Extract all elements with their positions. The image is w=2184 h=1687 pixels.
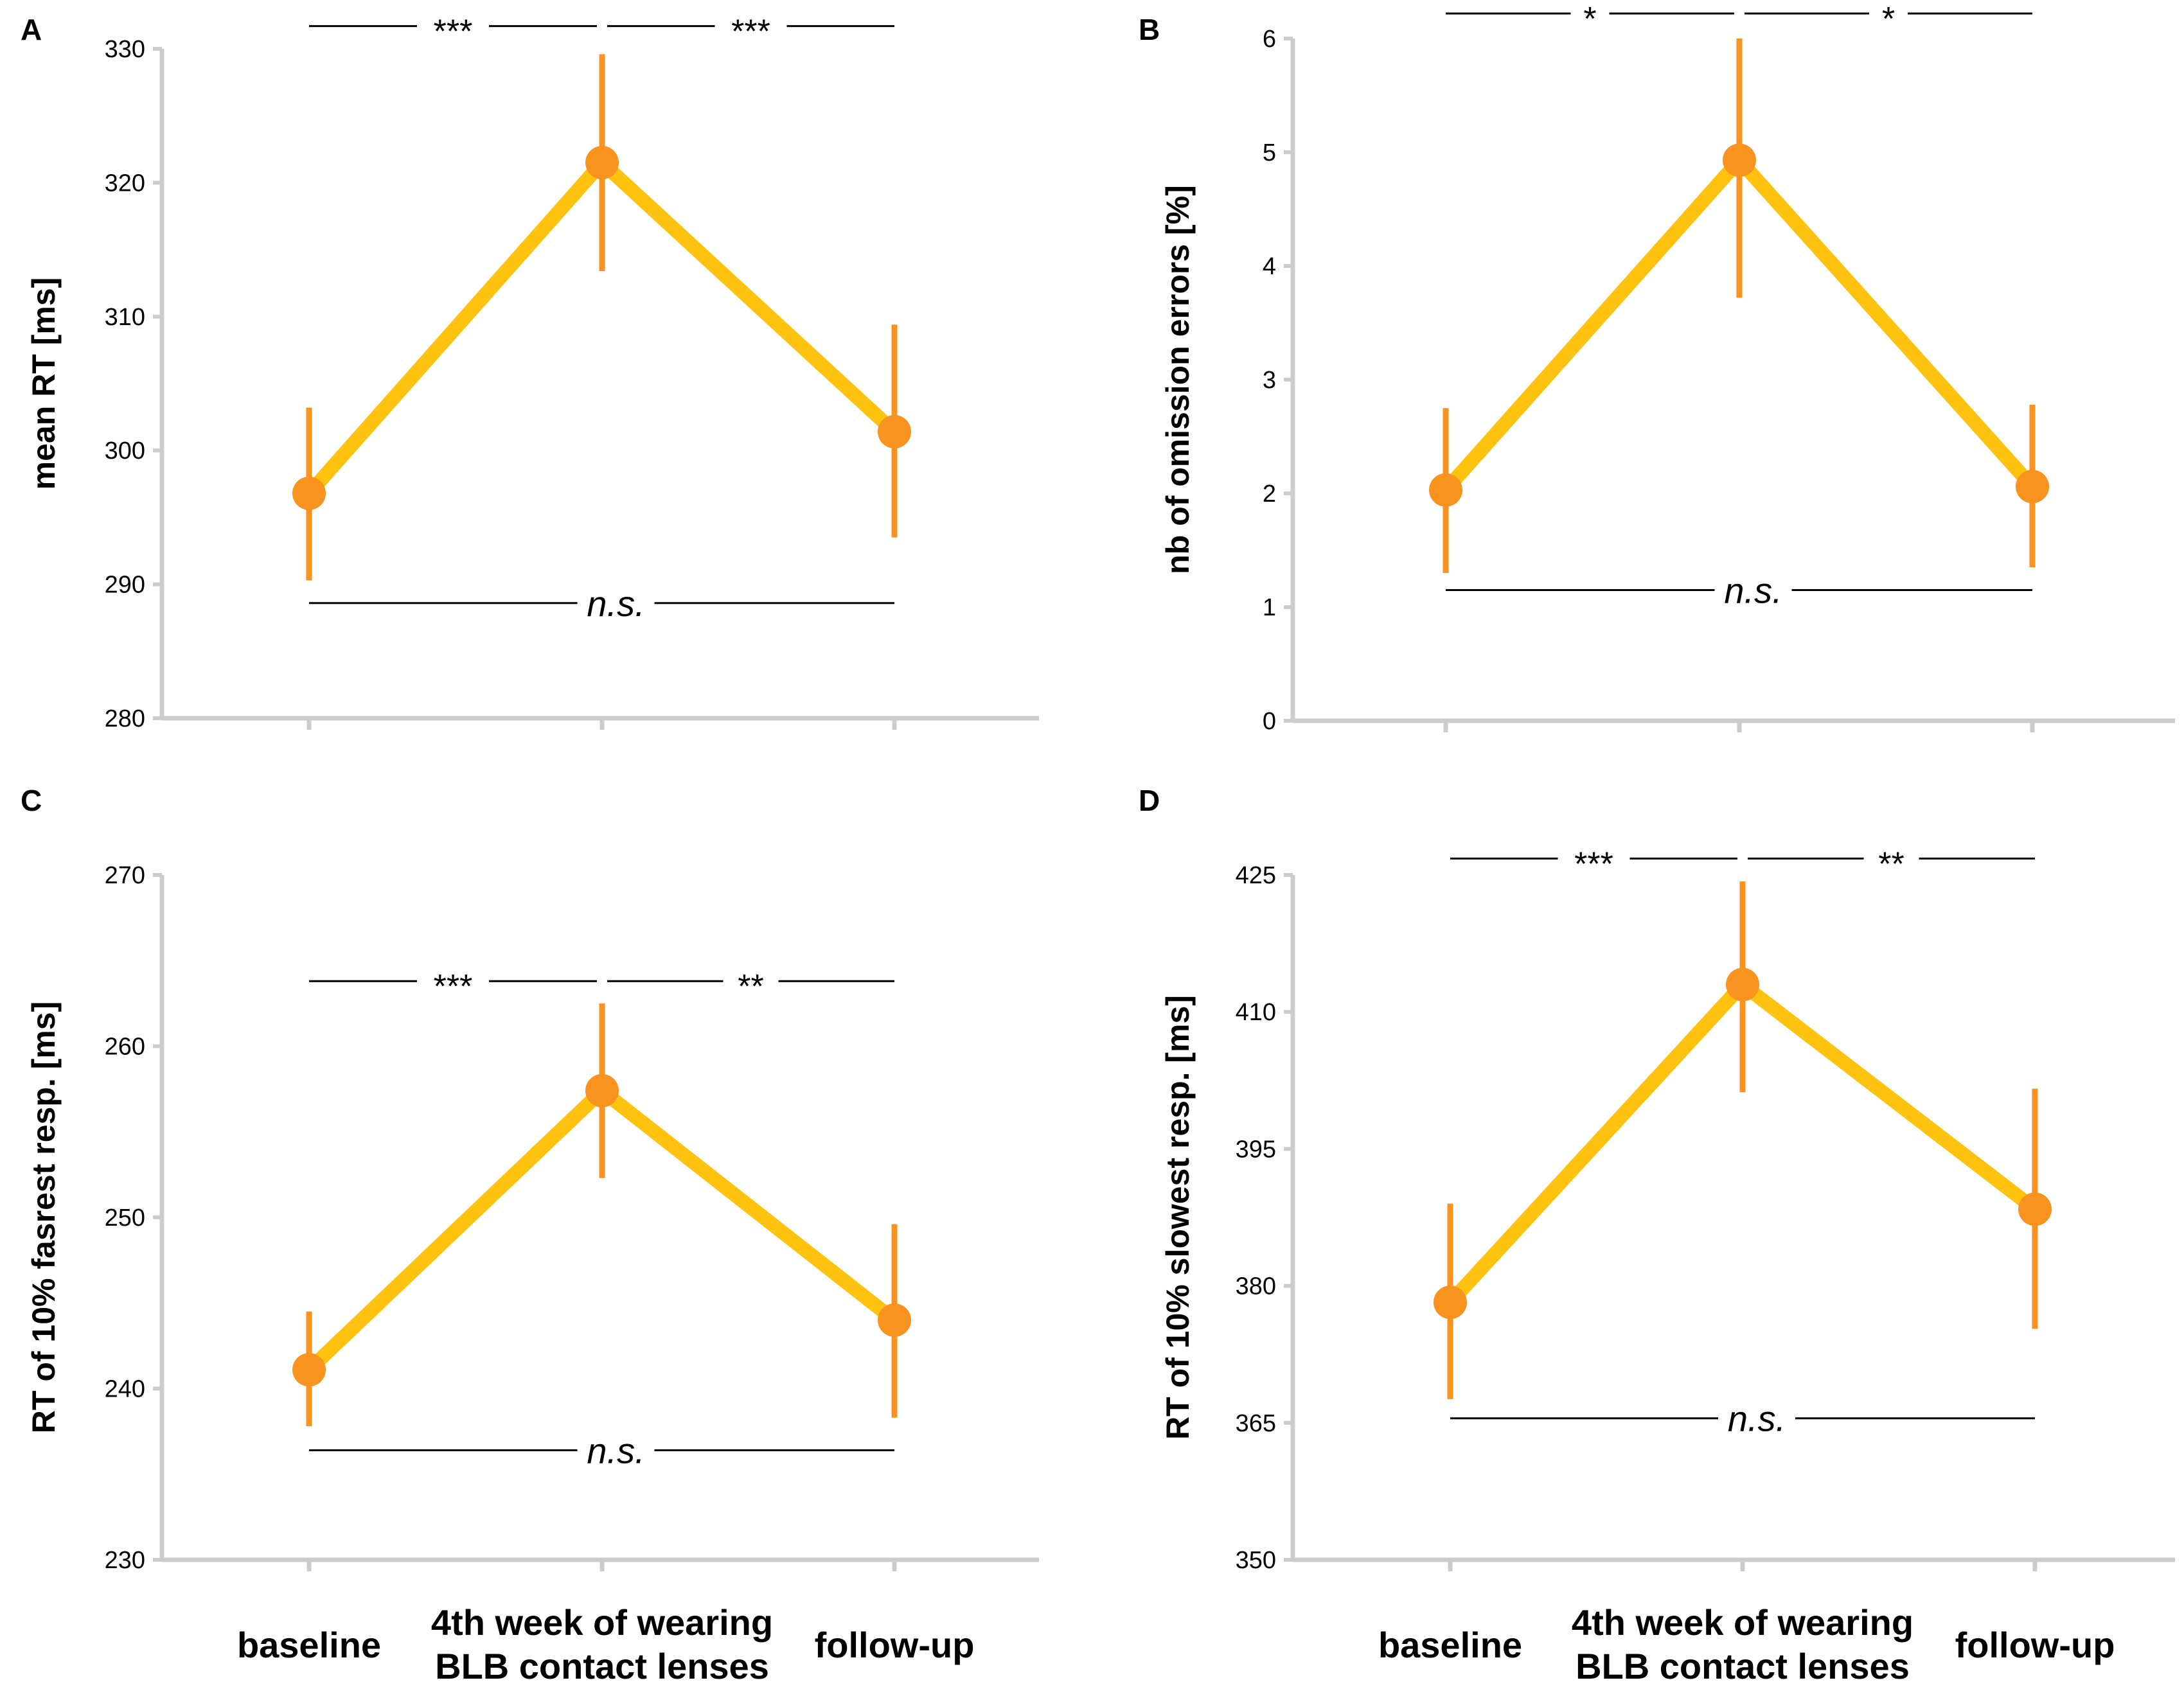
- y-tick-label-b: 4: [1263, 253, 1276, 280]
- panel-letter-d: D: [1139, 784, 1160, 817]
- y-tick-label-c: 240: [105, 1376, 145, 1403]
- panel-letter-a: A: [21, 13, 42, 46]
- ns-label-a: n.s.: [587, 583, 644, 624]
- data-point-c: [292, 1353, 326, 1387]
- panel-letter-c: C: [21, 784, 42, 817]
- panel-letter-b: B: [1139, 13, 1160, 46]
- y-tick-label-a: 330: [105, 36, 145, 63]
- x-category-label-right: BLB contact lenses: [1576, 1646, 1910, 1686]
- y-tick-label-d: 425: [1236, 862, 1276, 889]
- y-tick-label-c: 270: [105, 862, 145, 889]
- x-category-label-left: BLB contact lenses: [435, 1646, 769, 1686]
- y-tick-label-d: 380: [1236, 1273, 1276, 1300]
- data-point-c: [878, 1303, 911, 1337]
- data-point-d: [2018, 1192, 2052, 1226]
- y-tick-label-b: 6: [1263, 26, 1276, 53]
- y-tick-label-a: 300: [105, 437, 145, 464]
- y-tick-label-c: 230: [105, 1547, 145, 1574]
- sig-label-a: ***: [731, 13, 770, 51]
- y-tick-label-b: 0: [1263, 708, 1276, 735]
- y-tick-label-a: 280: [105, 705, 145, 732]
- data-point-b: [1723, 143, 1756, 177]
- y-tick-label-d: 365: [1236, 1410, 1276, 1437]
- ns-label-c: n.s.: [587, 1430, 644, 1471]
- ns-label-b: n.s.: [1724, 570, 1782, 610]
- data-point-a: [878, 415, 911, 449]
- ns-label-d: n.s.: [1728, 1399, 1786, 1439]
- y-axis-label-d: RT of 10% slowest resp. [ms]: [1160, 995, 1196, 1440]
- data-point-c: [585, 1073, 619, 1108]
- x-category-label-right: 4th week of wearing: [1572, 1602, 1913, 1643]
- data-point-d: [1726, 967, 1759, 1002]
- y-axis-label-b: nb of omission errors [%]: [1160, 185, 1196, 574]
- x-category-label-right: baseline: [1378, 1625, 1522, 1665]
- y-tick-label-a: 290: [105, 572, 145, 599]
- panel-b: B 0 1 2 3 4 5 6 nb of omission errors [%] * * n.s.: [1139, 1, 2175, 735]
- y-tick-label-d: 350: [1236, 1547, 1276, 1574]
- y-axis-label-a: mean RT [ms]: [26, 278, 62, 490]
- panel-d: D 350 365 380 395 410 425 RT of 10% slowest res…: [1139, 784, 2175, 1574]
- y-tick-label-d: 410: [1236, 999, 1276, 1026]
- y-tick-label-c: 260: [105, 1034, 145, 1061]
- panel-c: C 230 240 250 260 270 RT of 10% fasrest resp. …: [21, 784, 1039, 1574]
- y-tick-label-b: 1: [1263, 594, 1276, 621]
- y-tick-label-b: 3: [1263, 367, 1276, 394]
- x-category-label-left: follow-up: [815, 1625, 975, 1665]
- sig-label-d: ***: [1574, 845, 1613, 883]
- y-tick-label-b: 2: [1263, 481, 1276, 508]
- data-point-b: [2016, 470, 2049, 504]
- sig-label-c: ***: [434, 968, 473, 1005]
- x-category-label-right: follow-up: [1955, 1625, 2115, 1665]
- panel-a: A 280 290 300 310 320 330 mean RT [ms] *** *** n.s…: [21, 13, 1039, 732]
- x-category-label-left: baseline: [237, 1625, 381, 1665]
- sig-label-d: **: [1878, 845, 1904, 883]
- sig-label-b: *: [1882, 1, 1895, 38]
- y-tick-label-a: 310: [105, 304, 145, 331]
- x-category-label-left: 4th week of wearing: [431, 1602, 773, 1643]
- sig-label-a: ***: [434, 13, 473, 51]
- y-tick-label-b: 5: [1263, 139, 1276, 166]
- y-axis-label-c: RT of 10% fasrest resp. [ms]: [26, 1002, 62, 1433]
- data-point-a: [292, 476, 326, 510]
- sig-label-c: **: [738, 968, 763, 1005]
- y-tick-label-a: 320: [105, 170, 145, 197]
- y-tick-label-c: 250: [105, 1205, 145, 1232]
- data-point-b: [1429, 473, 1462, 507]
- sig-label-b: *: [1583, 1, 1596, 38]
- y-tick-label-d: 395: [1236, 1136, 1276, 1163]
- data-point-a: [585, 146, 619, 180]
- data-point-d: [1434, 1285, 1467, 1320]
